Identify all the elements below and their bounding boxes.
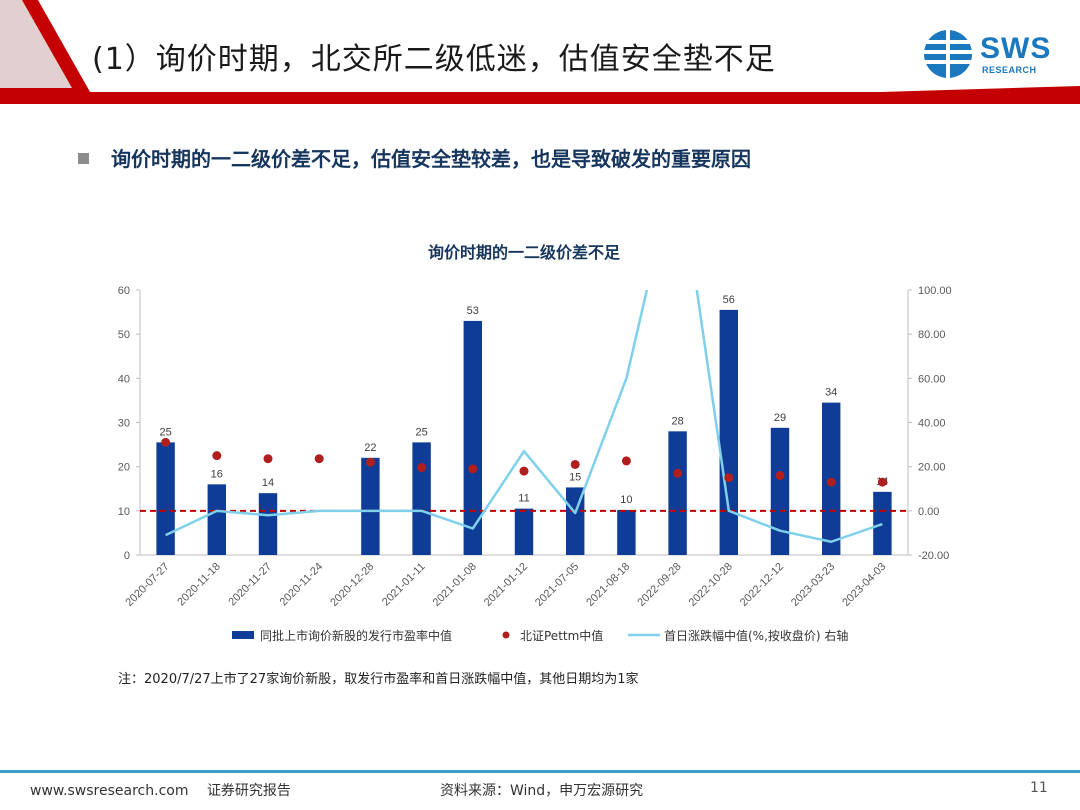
x-tick-label: 2020-07-27 [123, 561, 171, 609]
logo-subtext: RESEARCH [982, 65, 1037, 75]
pettm-dot-2020-11-24 [314, 454, 324, 464]
line-first-day-return [165, 290, 883, 543]
logo-text: SWS [980, 32, 1052, 65]
x-tick-label: 2021-01-08 [431, 561, 479, 609]
bar-data-label: 25 [415, 426, 427, 438]
bar-2021-08-18 [617, 509, 636, 555]
x-tick-label: 2020-11-27 [226, 561, 274, 609]
x-tick-label: 2022-09-28 [635, 561, 683, 609]
pettm-dot-2021-01-11 [417, 463, 427, 473]
legend-dot-label: 北证Pettm中值 [520, 628, 603, 643]
pettm-dot-2021-08-18 [621, 456, 631, 466]
bar-data-label: 25 [159, 426, 171, 438]
footer-left: www.swsresearch.com 证券研究报告 [30, 780, 291, 800]
x-tick-label: 2021-07-05 [533, 561, 581, 609]
slide-header: (1）询价时期，北交所二级低迷，估值安全垫不足 SWS RESEARCH [0, 0, 1080, 110]
header-red-bar [60, 92, 1080, 104]
pettm-dot-2021-01-12 [519, 466, 529, 476]
legend-line-label: 首日涨跌幅中值(%,按收盘价) 右轴 [664, 628, 848, 643]
header-decoration [0, 0, 1080, 104]
y-right-tick-label: 80.00 [918, 329, 946, 341]
y-left-tick-label: 30 [118, 418, 130, 430]
combo-chart: 询价时期的一二级价差不足 0 10 20 30 40 50 60 -20.00 0.00 20.00… [118, 243, 952, 643]
bar-data-label: 15 [569, 471, 581, 483]
sws-logo: SWS RESEARCH [922, 28, 1062, 80]
bar-data-label: 53 [467, 305, 479, 317]
x-tick-label: 2021-08-18 [584, 561, 632, 609]
page-number: 11 [1030, 780, 1048, 796]
bar-data-label: 28 [671, 415, 683, 427]
bar-data-label: 34 [825, 387, 837, 399]
key-point-text: 询价时期的一二级价差不足，估值安全垫较差，也是导致破发的重要原因 [111, 147, 751, 171]
bar-2020-11-27 [258, 493, 278, 555]
legend-dot-swatch [502, 631, 510, 639]
y-left-tick-label: 60 [118, 285, 130, 297]
y-left-tick-label: 40 [118, 373, 130, 385]
pettm-dot-2021-07-05 [570, 459, 580, 469]
legend-bar-swatch [232, 631, 254, 639]
bar-2021-01-11 [412, 442, 431, 555]
y-right-tick-label: -20.00 [918, 550, 949, 562]
bar-2020-07-27 [156, 442, 175, 555]
bar-2021-01-12 [514, 508, 534, 555]
pettm-dot-2021-01-08 [468, 464, 478, 474]
bar-data-label: 16 [211, 468, 223, 480]
footer-source: 资料来源：Wind，申万宏源研究 [440, 783, 644, 799]
bar-data-label: 14 [262, 477, 274, 489]
pettm-dot-2023-03-23 [826, 477, 836, 487]
pettm-dot-2020-07-27 [161, 437, 171, 447]
y-left-tick-label: 20 [118, 462, 130, 474]
x-tick-label: 2021-01-12 [482, 561, 530, 609]
key-point: 询价时期的一二级价差不足，估值安全垫较差，也是导致破发的重要原因 [78, 143, 751, 172]
sws-globe-icon [924, 30, 972, 78]
header-left-grey-wedge [0, 0, 72, 88]
pettm-dot-2020-11-27 [263, 454, 273, 464]
bar-2021-01-08 [463, 320, 483, 555]
bar-data-label: 56 [723, 294, 735, 306]
footer-website-link[interactable]: www.swsresearch.com [30, 783, 189, 799]
pettm-dot-2023-04-03 [877, 477, 887, 487]
bar-2023-04-03 [873, 491, 892, 555]
footer-divider [0, 770, 1080, 773]
legend-bar-label: 同批上市询价新股的发行市盈率中值 [260, 628, 452, 643]
pettm-dot-2022-09-28 [673, 468, 683, 478]
y-left-tick-label: 10 [118, 506, 130, 518]
bar-2020-11-18 [207, 484, 227, 555]
y-right-tick-label: 0.00 [918, 506, 939, 518]
x-tick-label: 2020-12-28 [328, 561, 376, 609]
chart-title: 询价时期的一二级价差不足 [428, 243, 621, 262]
bar-2022-10-28 [719, 309, 739, 555]
bar-data-label: 22 [364, 442, 376, 454]
x-tick-label: 2023-03-23 [789, 561, 837, 609]
y-right-tick-label: 100.00 [918, 285, 952, 297]
bar-data-label: 10 [620, 494, 632, 506]
bar-2020-12-28 [361, 457, 380, 555]
y-right-tick-label: 20.00 [918, 462, 946, 474]
y-right-tick-label: 40.00 [918, 418, 946, 430]
page-title: (1）询价时期，北交所二级低迷，估值安全垫不足 [92, 42, 776, 77]
bullet-square-icon [78, 153, 89, 164]
header-red-bar-cap [880, 86, 1080, 104]
y-left-tick-label: 50 [118, 329, 130, 341]
pettm-dot-2022-12-12 [775, 471, 785, 480]
pettm-dot-2020-12-28 [365, 457, 375, 467]
pettm-dot-2020-11-18 [212, 451, 222, 461]
bar-2022-09-28 [668, 431, 687, 555]
x-tick-label: 2021-01-11 [380, 561, 428, 609]
x-tick-label: 2020-11-24 [278, 561, 326, 609]
x-tick-label: 2022-10-28 [687, 561, 735, 609]
bar-data-label: 11 [518, 493, 529, 505]
footer-report-type: 证券研究报告 [206, 783, 291, 799]
x-tick-label: 2020-11-18 [175, 561, 223, 609]
bar-2022-12-12 [770, 427, 790, 555]
y-right-tick-label: 60.00 [918, 373, 946, 385]
x-tick-label: 2023-04-03 [840, 561, 888, 609]
x-tick-label: 2022-12-12 [738, 561, 786, 609]
bar-data-label: 29 [774, 412, 786, 424]
y-left-tick-label: 0 [124, 550, 130, 562]
chart-note: 注：2020/7/27上市了27家询价新股，取发行市盈率和首日涨跌幅中值，其他日… [118, 672, 639, 687]
pettm-dot-2022-10-28 [724, 473, 734, 483]
